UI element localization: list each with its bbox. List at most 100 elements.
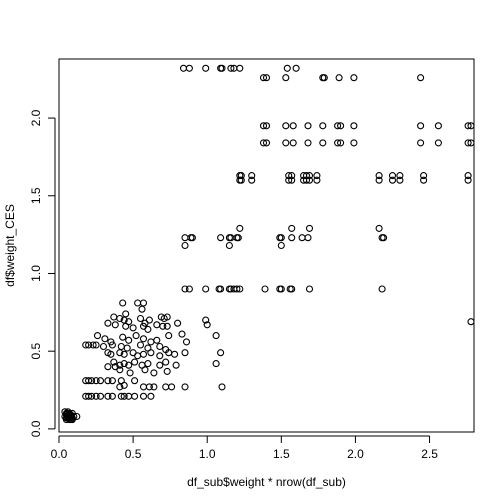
data-point (147, 349, 155, 357)
data-point (218, 64, 226, 72)
data-point (335, 74, 343, 82)
data-point (120, 360, 128, 368)
data-point (101, 335, 109, 343)
data-point (104, 363, 112, 371)
data-point (305, 285, 314, 293)
y-tick-label: 1.5 (29, 187, 43, 204)
data-point (139, 299, 148, 307)
data-point (88, 392, 96, 400)
data-point (262, 139, 271, 147)
data-point (277, 241, 285, 250)
data-point (116, 349, 124, 357)
data-point (185, 64, 193, 72)
data-point (119, 299, 127, 307)
data-point (236, 285, 244, 293)
data-point (85, 341, 93, 349)
data-point (172, 361, 180, 369)
data-point (116, 366, 124, 374)
data-point (122, 310, 130, 318)
data-point (141, 366, 149, 374)
x-tick-label: 2.0 (347, 447, 364, 461)
data-point (62, 411, 70, 419)
data-point (282, 74, 290, 82)
data-point (162, 383, 170, 391)
data-point (225, 241, 233, 250)
y-tick-label: 0.5 (29, 343, 43, 360)
data-point (119, 333, 127, 341)
data-point (116, 314, 124, 323)
data-point (282, 139, 290, 147)
plot-frame (58, 58, 475, 433)
data-point (110, 313, 118, 321)
data-point (104, 392, 112, 400)
data-point (285, 176, 293, 184)
data-point (85, 377, 93, 385)
data-point (156, 342, 164, 351)
data-point (202, 285, 210, 293)
data-point (237, 172, 245, 180)
data-point (163, 322, 171, 330)
data-point (288, 285, 296, 293)
data-point (233, 285, 241, 293)
data-point (337, 122, 345, 130)
data-point (163, 313, 171, 321)
data-point (131, 358, 139, 366)
data-point (120, 392, 128, 400)
data-point (313, 176, 321, 184)
data-point (467, 139, 475, 147)
data-point (156, 361, 164, 369)
data-point (108, 392, 116, 400)
data-point (153, 321, 161, 329)
data-point (434, 139, 442, 147)
y-axis-label: df$weight_CES (3, 204, 17, 287)
data-point (99, 342, 108, 351)
data-point (145, 316, 153, 324)
y-tick-label: 0.0 (29, 420, 43, 437)
data-point (259, 74, 268, 82)
data-point (217, 285, 225, 293)
data-point (298, 234, 306, 242)
data-point (467, 318, 475, 326)
data-point (178, 330, 186, 338)
data-point (165, 332, 173, 340)
data-point (417, 122, 425, 130)
data-point (313, 172, 321, 180)
data-point (319, 139, 327, 147)
data-point (350, 74, 358, 82)
x-tick-label: 1.5 (273, 447, 290, 461)
data-point (337, 139, 345, 147)
data-point (181, 349, 189, 357)
data-point (145, 383, 153, 391)
data-point (464, 139, 472, 147)
data-point (162, 358, 170, 366)
data-point (89, 341, 97, 349)
data-point (131, 377, 139, 385)
data-point (139, 350, 148, 358)
y-axis: 0.0 0.5 1.0 1.5 2.0 (29, 109, 56, 437)
data-point (320, 74, 328, 82)
data-point (388, 176, 397, 184)
data-point (388, 172, 397, 180)
data-point (380, 234, 388, 242)
x-tick-label: 0.5 (125, 447, 142, 461)
y-tick-label: 2.0 (29, 109, 43, 126)
data-point (396, 176, 404, 184)
data-point (304, 234, 312, 242)
data-point (212, 332, 220, 340)
data-point (82, 341, 90, 349)
data-point (417, 139, 425, 147)
data-point (334, 139, 342, 147)
x-tick-label: 2.5 (421, 447, 438, 461)
data-point (188, 234, 196, 242)
data-point (96, 392, 105, 400)
data-point (125, 361, 133, 369)
data-point (147, 338, 155, 346)
data-point (139, 392, 148, 400)
data-point (64, 409, 72, 417)
data-point (134, 352, 142, 360)
data-point (288, 234, 296, 242)
data-point (110, 358, 118, 366)
data-point (168, 383, 176, 391)
data-point (120, 350, 128, 358)
